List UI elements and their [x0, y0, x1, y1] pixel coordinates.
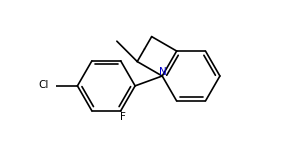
Text: N: N — [159, 67, 167, 77]
Text: F: F — [120, 112, 126, 122]
Text: Cl: Cl — [39, 80, 49, 90]
